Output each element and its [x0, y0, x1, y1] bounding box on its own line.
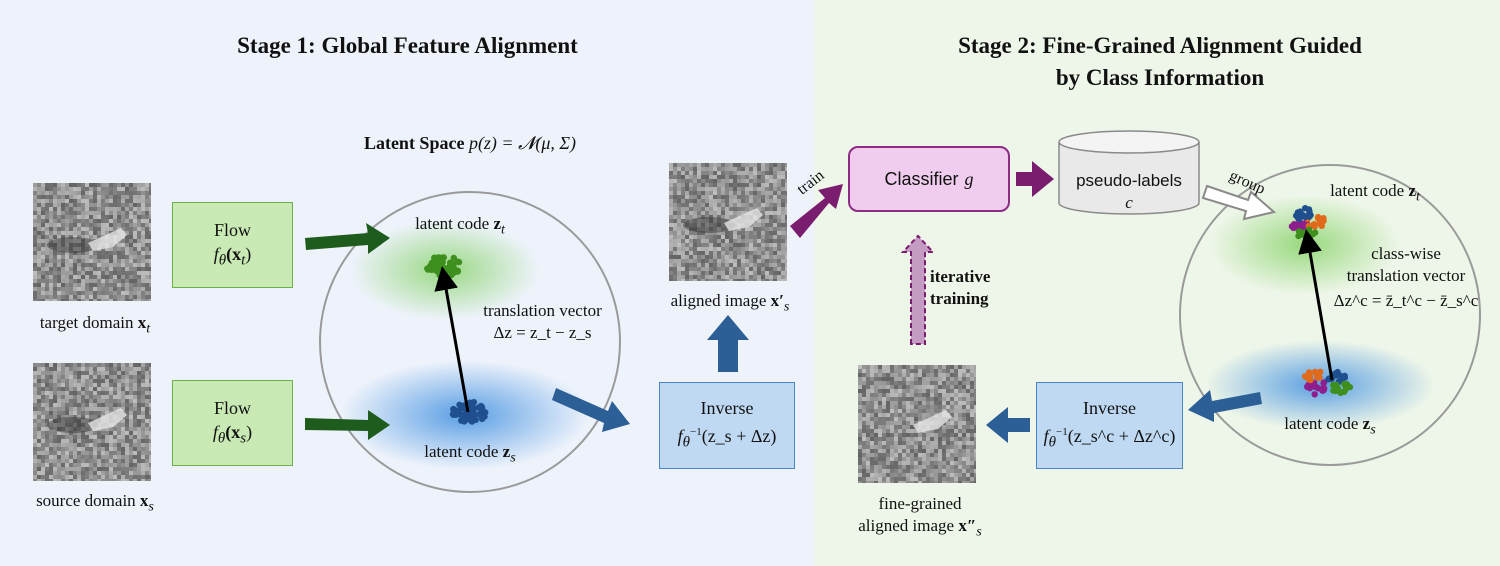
flow-arrow-source — [305, 410, 390, 440]
target-domain-image — [33, 183, 151, 301]
stage2-title-line1: Stage 2: Fine-Grained Alignment Guided — [958, 33, 1362, 58]
iterative-training-arrow — [900, 234, 936, 345]
class-point — [1311, 368, 1319, 376]
latent-point-source — [470, 404, 477, 412]
latent-point-target — [454, 258, 461, 265]
class-point — [1316, 374, 1323, 381]
latent-space-circle-1 — [319, 191, 621, 493]
class-point — [1346, 383, 1354, 391]
latent-point-target — [446, 263, 453, 270]
latent-point-source — [466, 399, 474, 406]
source-distribution-glow-2 — [1205, 340, 1435, 430]
stage2-title: Stage 2: Fine-Grained Alignment Guided b… — [900, 30, 1420, 94]
source-domain-image — [33, 363, 151, 481]
class-point — [1337, 372, 1344, 379]
decode-arrow-2 — [1188, 390, 1262, 422]
class-point — [1320, 380, 1327, 387]
class-point — [1307, 211, 1314, 219]
class-point — [1302, 205, 1309, 212]
latent-space-header: Latent Space p(z) = 𝓝(μ, Σ) — [320, 132, 620, 154]
fine-grained-aligned-image — [858, 365, 976, 483]
latent-point-source — [450, 405, 457, 413]
latent-point-target — [437, 262, 444, 269]
classifier-box: Classifier g — [848, 146, 1010, 212]
latent-code-zs-label-1: latent code zs — [424, 442, 516, 466]
decode-arrow-1 — [552, 388, 630, 432]
class-point — [1295, 232, 1302, 240]
latent-space-circle-2 — [1179, 164, 1481, 466]
class-point — [1306, 373, 1314, 380]
inverse2-to-fine-arrow — [986, 407, 1030, 443]
class-point — [1314, 213, 1322, 221]
aligned-image-label: aligned image x′s — [670, 291, 790, 315]
latent-point-target — [435, 254, 443, 261]
latent-point-target — [428, 264, 436, 272]
latent-space-label: Latent Space — [363, 133, 465, 153]
flow-arrow-target — [305, 223, 390, 254]
class-point — [1304, 383, 1311, 390]
class-point — [1309, 221, 1317, 229]
fine-grained-label: fine-grained aligned image x″s — [858, 494, 982, 540]
latent-code-zt-label-1: latent code zt — [415, 214, 505, 238]
target-domain-label: target domain xt — [39, 313, 151, 337]
latent-code-zt-label-2: latent code zt — [1330, 181, 1420, 205]
latent-point-target — [431, 254, 438, 261]
latent-point-source — [468, 417, 475, 425]
class-point — [1311, 391, 1318, 398]
iterative-training-label: iterative training — [930, 267, 991, 308]
latent-space-formula: p(z) = 𝓝(μ, Σ) — [468, 133, 577, 153]
stage2-title-line2: by Class Information — [1055, 65, 1265, 90]
latent-point-target — [424, 265, 431, 272]
flow-box-target: Flow fθ(xt) — [172, 202, 293, 288]
inverse-box-2: Inverse fθ−1(z_s^c + Δz^c) — [1036, 382, 1183, 469]
latent-point-source — [478, 415, 486, 422]
class-translation-vector-label: class-wise translation vector Δz^c = z̄_… — [1333, 244, 1479, 310]
source-class-clusters-2 — [1301, 368, 1354, 398]
class-point — [1333, 381, 1340, 389]
class-point — [1301, 213, 1309, 221]
class-point — [1317, 368, 1324, 376]
latent-point-source — [449, 411, 457, 418]
class-translation-vector-arrow — [1298, 229, 1334, 381]
latent-point-source — [460, 414, 467, 421]
class-point — [1296, 215, 1303, 223]
class-point — [1337, 388, 1344, 396]
class-point — [1320, 217, 1327, 225]
latent-point-target — [450, 269, 458, 276]
class-point — [1341, 380, 1348, 388]
group-arrow — [1201, 184, 1277, 221]
class-point — [1311, 229, 1319, 236]
latent-code-zs-label-2: latent code zs — [1284, 414, 1376, 438]
inverse1-to-aligned-arrow — [707, 315, 749, 372]
classifier-to-labels-arrow — [1016, 161, 1054, 197]
flow-box-source: Flow fθ(xs) — [172, 380, 293, 466]
class-point — [1320, 386, 1327, 394]
stage1-title: Stage 1: Global Feature Alignment — [237, 33, 578, 58]
train-arrow — [790, 184, 843, 238]
pseudo-labels-text: pseudo-labels c — [1076, 171, 1182, 212]
class-point — [1318, 222, 1325, 229]
latent-point-source — [477, 410, 484, 417]
pseudo-labels-cylinder — [1058, 130, 1200, 215]
aligned-image — [669, 163, 787, 281]
translation-vector-arrow-1 — [434, 266, 470, 413]
class-point — [1301, 373, 1309, 380]
inverse-box-1: Inverse fθ−1(z_s + Δz) — [659, 382, 795, 469]
translation-vector-label-1: translation vector Δz = z_t − z_s — [483, 301, 602, 342]
latent-point-source — [457, 404, 465, 412]
source-domain-label: source domain xs — [36, 491, 154, 515]
